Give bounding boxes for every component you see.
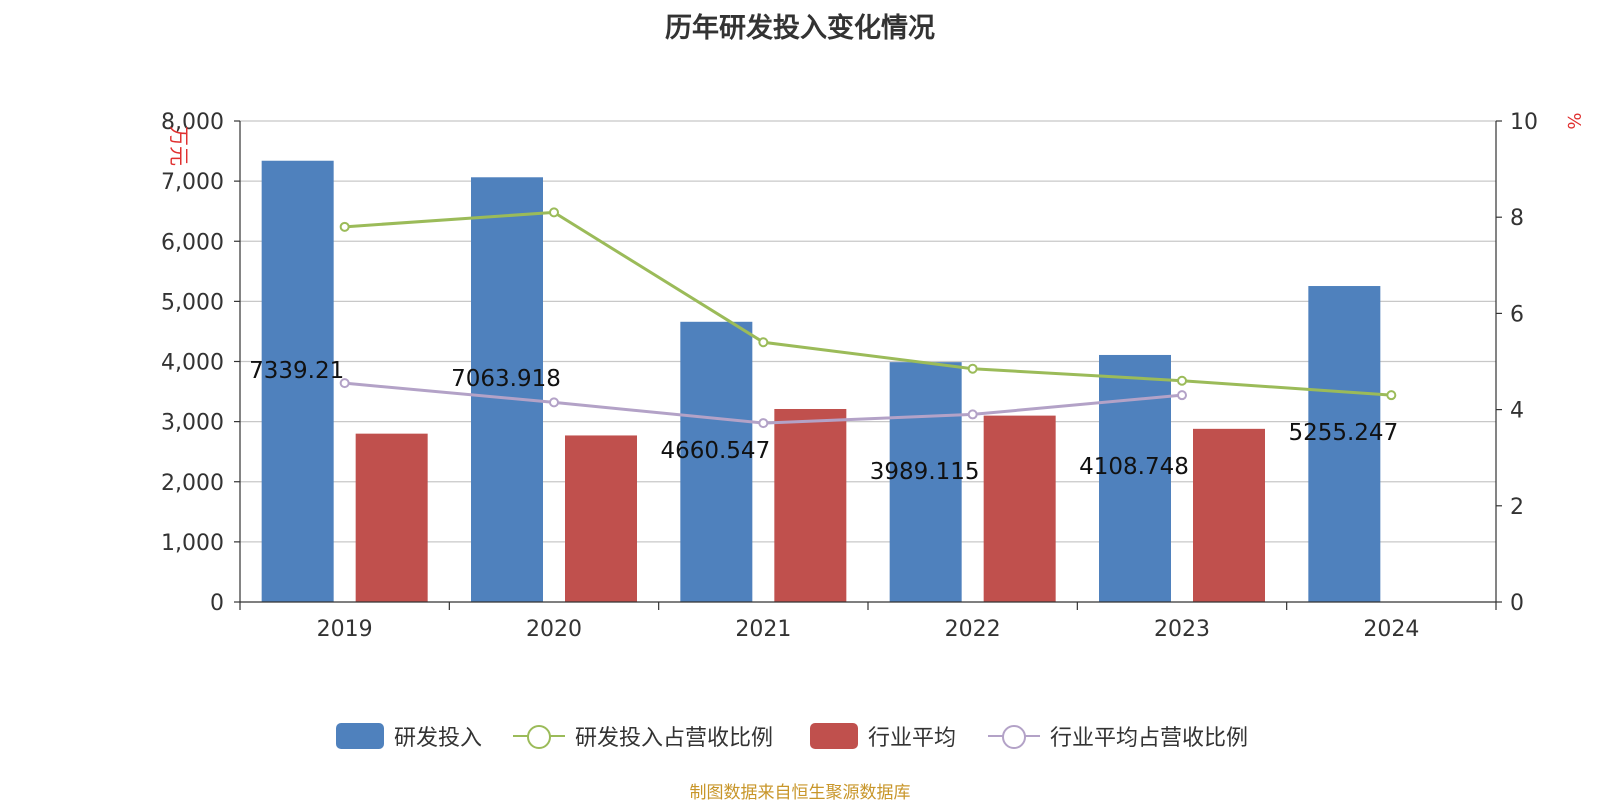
legend-label-industry-ratio: 行业平均占营收比例 [1050, 726, 1249, 751]
series-point [967, 363, 978, 374]
x-tick-label: 2023 [1154, 617, 1210, 642]
legend-swatch-industry-average [810, 723, 858, 749]
data-label: 7339.21 [249, 358, 344, 384]
y-left-tick-label: 6,000 [161, 230, 224, 255]
series-point [758, 418, 769, 429]
y-right-tick-label: 0 [1510, 591, 1524, 616]
x-tick-label: 2020 [526, 617, 582, 642]
legend-swatch-rd-ratio [513, 723, 565, 749]
series-point [1177, 375, 1187, 386]
data-label: 7063.918 [451, 366, 561, 392]
series-point [549, 397, 559, 408]
series-point [1177, 390, 1187, 401]
y-right-tick-label: 4 [1510, 399, 1524, 424]
data-label: 5255.247 [1288, 420, 1398, 446]
bar [1193, 428, 1265, 602]
bar [680, 321, 753, 602]
x-tick-label: 2024 [1363, 617, 1419, 642]
bars [261, 160, 1381, 603]
series-point [549, 207, 559, 218]
bar [983, 415, 1056, 602]
bar [889, 362, 962, 602]
bar [774, 408, 847, 602]
legend-label-rd-ratio: 研发投入占营收比例 [575, 726, 774, 751]
x-tick-label: 2021 [735, 617, 791, 642]
series-point [339, 378, 350, 389]
legend-label-rd-investment: 研发投入 [394, 726, 483, 751]
legend-item-rd-investment[interactable]: 研发投入 [336, 718, 482, 754]
data-labels: 7339.21 7063.918 4660.547 3989.115 4108.748 5… [249, 358, 1398, 485]
x-tick-label: 2022 [945, 617, 1001, 642]
axes: 0 1,000 2,000 3,000 4,000 5,000 6,000 7,000 8,00… [161, 110, 1584, 642]
data-label: 4108.748 [1079, 454, 1189, 480]
y-left-unit: 万元 [167, 126, 191, 166]
y-right-tick-label: 10 [1510, 110, 1538, 135]
chart-title: 历年研发投入变化情况 [665, 13, 935, 44]
series-point [758, 337, 769, 348]
x-tick-label: 2019 [317, 617, 373, 642]
y-left-tick-label: 4,000 [161, 351, 224, 376]
series-point [339, 221, 350, 232]
legend-item-industry-ratio[interactable]: 行业平均占营收比例 [988, 718, 1248, 754]
legend: 研发投入 研发投入占营收比例 行业平均 行业平均占营收比例 [0, 718, 1600, 754]
y-right-tick-label: 8 [1510, 206, 1524, 231]
lines [339, 207, 1397, 429]
data-label: 4660.547 [660, 438, 770, 464]
y-left-tick-label: 2,000 [161, 471, 224, 496]
y-right-unit: % [1563, 112, 1584, 129]
legend-item-industry-average[interactable]: 行业平均 [810, 718, 956, 754]
y-right-tick-label: 2 [1510, 495, 1524, 520]
legend-label-industry-average: 行业平均 [868, 726, 957, 751]
series-point [967, 409, 978, 420]
y-left-tick-label: 1,000 [161, 531, 224, 556]
bar [565, 435, 637, 602]
series-point [1386, 390, 1397, 401]
y-left-tick-label: 8,000 [161, 110, 224, 135]
legend-swatch-industry-ratio [988, 723, 1040, 749]
y-right-tick-label: 6 [1510, 302, 1524, 327]
bar [1308, 286, 1381, 602]
source-note: 制图数据来自恒生聚源数据库 [689, 783, 911, 803]
y-left-tick-label: 7,000 [161, 170, 224, 195]
bar [355, 433, 428, 602]
y-left-tick-label: 3,000 [161, 411, 224, 436]
bar [471, 177, 543, 603]
legend-swatch-rd-investment [336, 723, 384, 749]
y-left-tick-label: 0 [210, 591, 224, 616]
legend-item-rd-ratio[interactable]: 研发投入占营收比例 [513, 718, 773, 754]
y-left-tick-label: 5,000 [161, 290, 224, 315]
grid-lines [240, 120, 1496, 543]
data-label: 3989.115 [870, 459, 980, 485]
series-line [344, 210, 1392, 397]
bar [261, 160, 334, 603]
